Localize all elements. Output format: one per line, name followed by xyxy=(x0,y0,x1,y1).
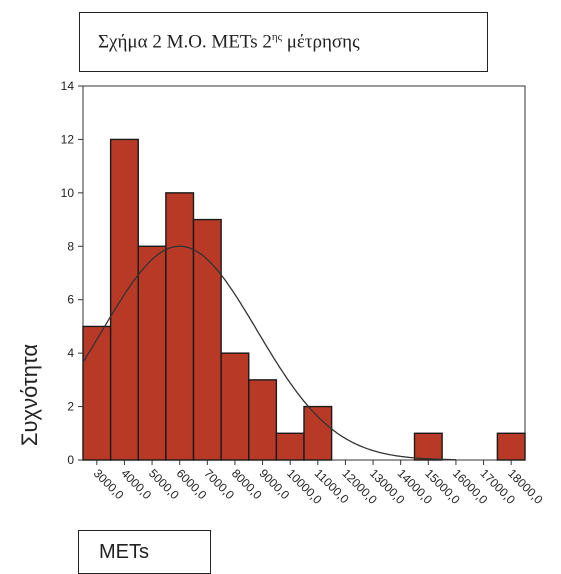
y-tick-label-2: 2 xyxy=(67,400,74,414)
x-tick-label-2: 4000,0 xyxy=(118,466,154,502)
y-axis-label-wrap: Συχνότητα xyxy=(10,320,50,470)
x-tick-label-1: 3000,0 xyxy=(91,466,127,502)
histogram-bar-8 xyxy=(275,432,305,461)
y-tick-label-14: 14 xyxy=(61,79,75,93)
normal-curve-line xyxy=(82,245,456,461)
chart-title: Σχήμα 2 Μ.Ο. METs 2ης μέτρησης xyxy=(98,30,360,53)
histogram-bar-1 xyxy=(82,325,112,461)
x-tick-label-3: 5000,0 xyxy=(146,466,182,502)
y-tick-label-12: 12 xyxy=(61,132,75,146)
x-tick-label-6: 8000,0 xyxy=(229,466,265,502)
y-tick-label-0: 0 xyxy=(67,453,74,467)
y-tick-label-6: 6 xyxy=(67,293,74,307)
histogram-bar-10 xyxy=(413,432,443,461)
histogram-bar-5 xyxy=(192,218,222,461)
y-tick-label-8: 8 xyxy=(67,239,74,253)
histogram-bar-9 xyxy=(303,405,333,461)
x-tick-label-5: 7000,0 xyxy=(201,466,237,502)
histogram-bar-11 xyxy=(496,432,526,461)
histogram-bar-6 xyxy=(220,352,250,461)
histogram-bar-4 xyxy=(165,192,195,461)
histogram-bar-3 xyxy=(137,245,167,461)
x-tick-label-7: 9000,0 xyxy=(256,466,292,502)
x-axis-label-box: METs xyxy=(78,530,211,574)
x-axis-label: METs xyxy=(99,540,149,563)
x-tick-label-4: 6000,0 xyxy=(174,466,210,502)
y-tick-label-10: 10 xyxy=(61,186,75,200)
y-tick-label-4: 4 xyxy=(67,346,74,360)
histogram-bar-2 xyxy=(109,138,139,461)
histogram-bar-7 xyxy=(248,379,278,461)
chart-title-box: Σχήμα 2 Μ.Ο. METs 2ης μέτρησης xyxy=(79,12,488,72)
y-axis-label: Συχνότητα xyxy=(17,343,42,447)
